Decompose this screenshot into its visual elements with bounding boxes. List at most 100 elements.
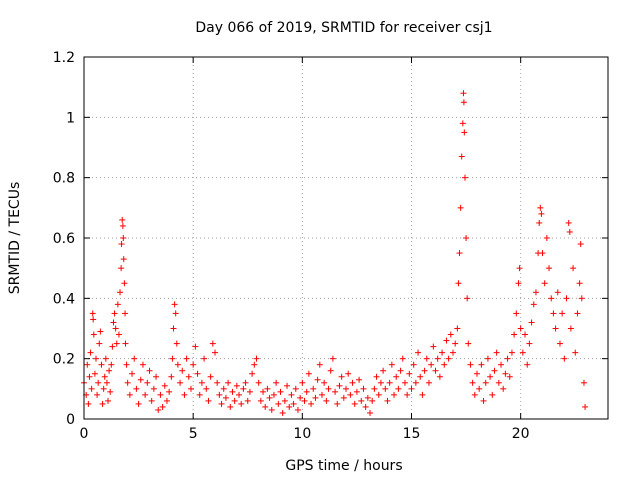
data-point	[97, 328, 104, 335]
data-point	[582, 403, 589, 410]
data-point	[135, 400, 142, 407]
data-point	[500, 385, 507, 392]
data-point	[233, 382, 240, 389]
grid-lines	[84, 57, 608, 419]
chart-title: Day 066 of 2019, SRMTID for receiver csj…	[195, 20, 492, 36]
data-point	[566, 228, 573, 235]
data-point	[464, 295, 471, 302]
data-point	[177, 379, 184, 386]
data-point	[548, 295, 555, 302]
data-point	[112, 325, 119, 332]
data-point	[371, 385, 378, 392]
data-point	[543, 235, 550, 241]
axis-ticks	[83, 56, 608, 420]
data-point	[456, 250, 463, 257]
data-point	[212, 349, 218, 356]
data-point	[253, 355, 260, 362]
data-point	[554, 289, 561, 296]
data-point	[536, 219, 543, 226]
data-point	[321, 379, 328, 386]
data-point	[401, 379, 408, 386]
data-point	[459, 120, 466, 127]
data-point	[305, 370, 312, 377]
data-point	[129, 370, 136, 377]
data-point	[303, 388, 310, 395]
data-point	[218, 400, 225, 407]
data-point	[90, 316, 97, 323]
data-point	[393, 373, 400, 380]
data-point	[84, 361, 91, 368]
data-point	[576, 280, 583, 287]
data-point	[312, 394, 319, 401]
data-point	[275, 400, 282, 407]
data-point	[388, 361, 395, 368]
data-point	[404, 391, 411, 398]
data-point	[397, 367, 404, 374]
data-point	[425, 379, 432, 386]
data-point	[467, 361, 474, 368]
data-point	[332, 388, 339, 395]
data-point	[246, 388, 253, 395]
data-point	[120, 235, 127, 241]
data-point	[524, 361, 531, 368]
data-point	[460, 99, 467, 106]
data-point	[139, 361, 146, 368]
data-point	[216, 391, 223, 398]
data-point	[249, 370, 256, 377]
data-point	[343, 385, 349, 392]
data-point	[412, 379, 419, 386]
data-point	[561, 355, 568, 362]
data-point	[192, 343, 199, 350]
data-point	[391, 391, 398, 398]
data-point	[538, 210, 545, 217]
data-point	[119, 222, 126, 229]
data-point	[111, 310, 118, 317]
data-point	[123, 361, 130, 368]
data-point	[436, 373, 443, 380]
data-point	[367, 409, 374, 416]
data-point	[577, 241, 584, 248]
data-point	[146, 367, 153, 374]
data-point	[458, 153, 465, 160]
data-point	[103, 379, 110, 386]
data-point	[166, 388, 173, 395]
data-point	[454, 325, 461, 332]
data-point	[100, 385, 107, 392]
data-point	[408, 385, 415, 392]
data-point	[375, 391, 382, 398]
x-tick-label: 20	[512, 426, 530, 442]
data-point	[95, 379, 102, 386]
data-point	[489, 391, 496, 398]
data-point	[255, 379, 262, 386]
data-point	[101, 373, 108, 380]
data-point	[142, 391, 149, 398]
data-point	[236, 391, 243, 398]
data-point	[108, 361, 115, 368]
data-point	[96, 340, 103, 347]
y-tick-label: 1	[66, 110, 75, 126]
data-point	[209, 340, 216, 347]
data-point	[373, 373, 380, 380]
data-point	[260, 388, 267, 395]
data-point	[161, 382, 168, 389]
data-point	[415, 349, 422, 356]
data-point	[528, 319, 535, 326]
data-point	[87, 349, 94, 356]
data-point	[491, 367, 498, 374]
data-point	[329, 355, 336, 362]
data-point	[122, 310, 129, 317]
data-point	[353, 388, 360, 395]
data-point	[493, 349, 500, 356]
data-point	[227, 403, 234, 410]
data-point	[559, 310, 566, 317]
data-point	[273, 379, 280, 386]
data-point	[323, 397, 330, 404]
data-point	[314, 376, 321, 383]
data-point	[308, 400, 315, 407]
data-point	[187, 385, 194, 392]
data-point	[126, 391, 133, 398]
data-point	[290, 400, 297, 407]
data-point	[461, 129, 468, 136]
data-point	[417, 373, 424, 380]
data-point	[159, 403, 166, 410]
